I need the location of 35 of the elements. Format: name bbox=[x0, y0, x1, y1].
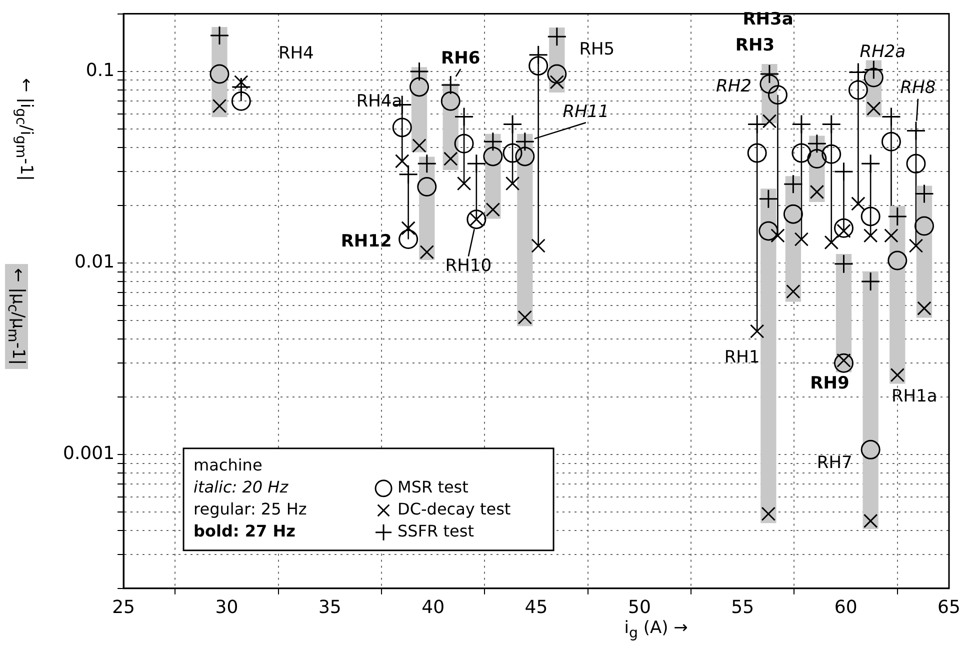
x-tick-label: 25 bbox=[112, 596, 135, 618]
annotation: RH8 bbox=[900, 78, 936, 98]
legend-label: MSR test bbox=[398, 478, 468, 497]
legend-label: DC-decay test bbox=[398, 500, 511, 519]
annotation: RH6 bbox=[441, 48, 480, 68]
annotation: RH10 bbox=[445, 256, 492, 276]
annotation: RH4a bbox=[356, 91, 402, 112]
annotation: RH3 bbox=[735, 35, 775, 56]
x-axis-title: i$_{g}$ (A) → bbox=[624, 618, 688, 642]
annotation: RH1 bbox=[724, 348, 760, 368]
annotation: regular: 25 Hz bbox=[194, 500, 307, 519]
annotation: RH9 bbox=[810, 374, 850, 394]
annotation: RH5 bbox=[579, 39, 615, 60]
legend-label: SSFR test bbox=[398, 522, 474, 541]
legend-title: machine bbox=[194, 456, 262, 475]
x-tick-label: 65 bbox=[938, 596, 960, 618]
x-tick-label: 35 bbox=[318, 596, 342, 618]
x-tick-label: 45 bbox=[524, 596, 548, 618]
y-tick-label: 0.1 bbox=[86, 60, 115, 82]
annotation: RH1a bbox=[891, 386, 938, 406]
y-tick-label: 0.01 bbox=[74, 252, 115, 273]
annotation: RH4 bbox=[278, 44, 314, 64]
x-tick-label: 40 bbox=[422, 596, 445, 618]
x-tick-label: 55 bbox=[731, 596, 754, 618]
annotation: RH7 bbox=[816, 453, 852, 474]
x-tick-label: 30 bbox=[215, 596, 238, 618]
annotation: RH2a bbox=[860, 42, 906, 62]
annotation: RH11 bbox=[562, 102, 610, 122]
annotation: bold: 27 Hz bbox=[194, 522, 296, 541]
x-tick-label: 60 bbox=[834, 596, 858, 618]
x-tick-label: 50 bbox=[628, 596, 651, 618]
annotation: RH12 bbox=[340, 232, 392, 252]
annotation: italic: 20 Hz bbox=[194, 478, 289, 497]
y-tick-label: 0.001 bbox=[63, 443, 115, 464]
annotation: RH2 bbox=[716, 76, 752, 96]
